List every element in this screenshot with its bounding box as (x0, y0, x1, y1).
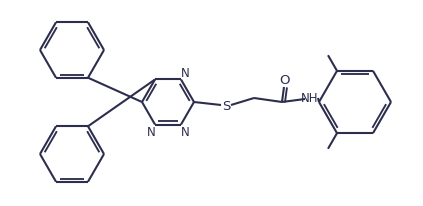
Text: S: S (222, 100, 230, 113)
Text: N: N (181, 125, 190, 138)
Text: N: N (181, 67, 190, 80)
Text: NH: NH (301, 92, 319, 105)
Text: N: N (147, 125, 155, 138)
Text: O: O (279, 74, 289, 87)
